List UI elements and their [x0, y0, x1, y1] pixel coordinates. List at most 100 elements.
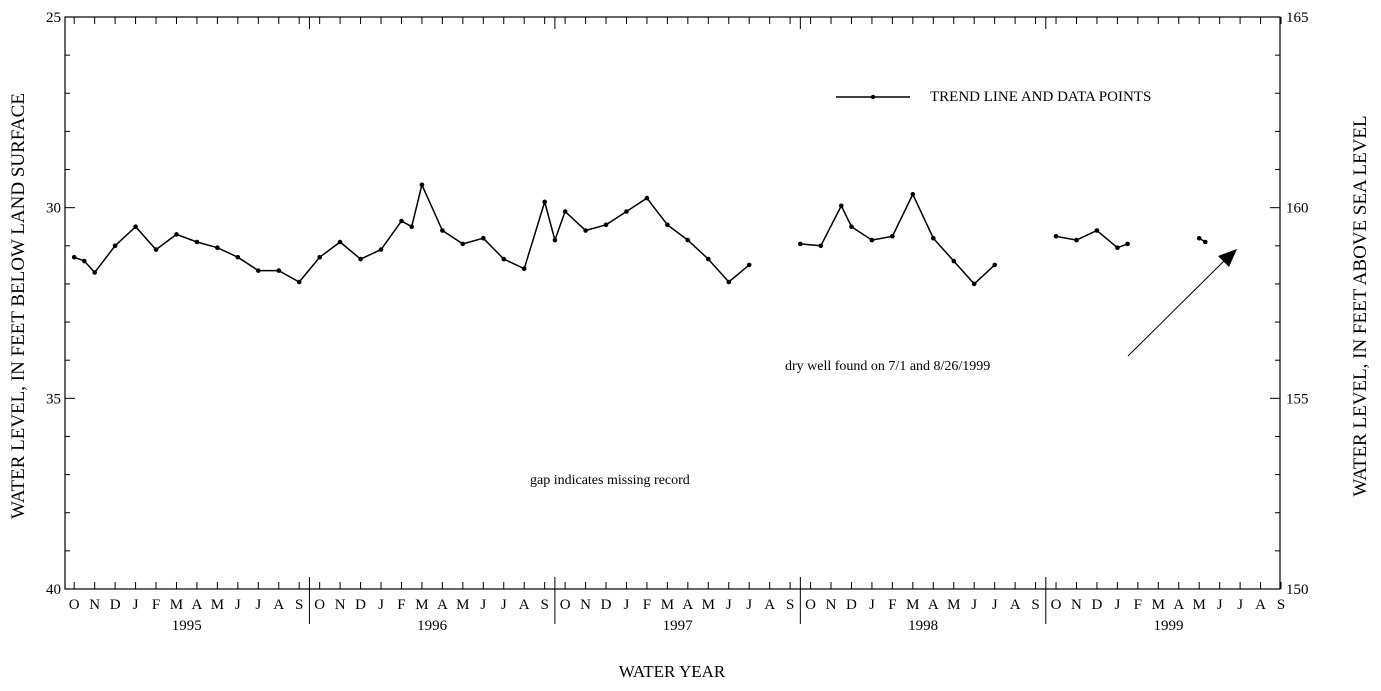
data-point	[624, 209, 629, 214]
year-label: 1995	[172, 618, 202, 634]
axis-labels: WATER LEVEL, IN FEET BELOW LAND SURFACE …	[8, 89, 1371, 681]
data-point	[1074, 237, 1079, 243]
data-point	[1196, 235, 1202, 241]
data-point	[552, 237, 558, 243]
trend-line-segment	[1055, 229, 1128, 249]
left-tick-label: 40	[46, 582, 61, 598]
month-label: D	[355, 597, 366, 613]
data-point	[194, 239, 200, 245]
month-label: J	[235, 597, 241, 613]
annotation-gap: gap indicates missing record	[530, 473, 690, 488]
month-label: A	[273, 597, 284, 613]
data-point	[971, 281, 977, 287]
data-point	[521, 266, 527, 272]
month-label: N	[826, 597, 837, 613]
data-point	[133, 224, 138, 229]
month-label: S	[1277, 597, 1285, 613]
data-point	[174, 232, 179, 237]
annotation-dry-well: dry well found on 7/1 and 8/26/1999	[785, 359, 990, 374]
month-label: J	[133, 597, 139, 613]
data-point	[665, 222, 670, 228]
month-label: S	[786, 597, 794, 613]
data-point	[399, 218, 404, 224]
month-label: M	[906, 597, 919, 613]
month-label: O	[805, 597, 816, 613]
data-point	[798, 241, 803, 247]
arrow-head	[1218, 249, 1237, 267]
year-label: 1997	[663, 618, 694, 634]
data-point	[419, 182, 425, 188]
left-tick-label: 30	[46, 201, 61, 217]
month-label: M	[1193, 597, 1206, 613]
right-tick-label: 150	[1286, 582, 1309, 598]
data-point	[255, 268, 261, 273]
month-label: J	[1114, 597, 1120, 613]
data-point	[92, 270, 97, 275]
data-point	[276, 268, 282, 273]
left-tick-label: 25	[46, 10, 61, 26]
year-label: 1998	[908, 618, 938, 634]
month-label: S	[1031, 597, 1039, 613]
month-label: D	[846, 597, 857, 613]
month-label: D	[601, 597, 612, 613]
month-label: M	[947, 597, 960, 613]
month-label: O	[1051, 597, 1062, 613]
data-point	[235, 254, 241, 260]
data-point	[317, 254, 323, 260]
data-point	[71, 254, 77, 260]
month-label: F	[888, 597, 896, 613]
month-label: O	[69, 597, 80, 613]
data-point	[296, 279, 302, 285]
month-label: J	[869, 597, 875, 613]
data-points	[71, 182, 1208, 287]
month-label: M	[456, 597, 469, 613]
data-point	[542, 199, 547, 205]
month-label: O	[560, 597, 571, 613]
month-label: J	[255, 597, 261, 613]
data-point	[1125, 241, 1130, 247]
data-point	[931, 235, 936, 241]
data-point	[82, 258, 87, 264]
data-point	[644, 195, 650, 201]
annotation-arrow	[1127, 249, 1237, 357]
month-label: A	[682, 597, 693, 613]
legend-point-sample	[870, 94, 876, 100]
month-label: D	[1092, 597, 1103, 613]
year-label: 1996	[417, 618, 448, 634]
right-tick-label: 165	[1286, 10, 1309, 26]
data-point	[562, 209, 568, 214]
data-point	[583, 228, 588, 233]
month-label: A	[764, 597, 775, 613]
data-point	[112, 243, 118, 249]
month-label: M	[661, 597, 674, 613]
month-label: M	[1152, 597, 1165, 613]
data-point	[849, 224, 854, 229]
left-tick-label: 35	[46, 391, 61, 407]
year-label: 1999	[1154, 618, 1184, 634]
data-point	[378, 247, 384, 252]
month-label: M	[415, 597, 428, 613]
data-point	[951, 258, 957, 264]
trend-line-segment	[800, 192, 996, 285]
data-point	[890, 234, 895, 239]
month-label: J	[480, 597, 486, 613]
trend-lines	[73, 182, 1206, 285]
month-label: J	[726, 597, 732, 613]
month-label: A	[437, 597, 448, 613]
plot-border	[64, 16, 1281, 590]
legend	[836, 94, 910, 100]
month-label: S	[540, 597, 548, 613]
month-label: F	[1134, 597, 1142, 613]
right-axis-label: WATER LEVEL, IN FEET ABOVE SEA LEVEL	[1350, 115, 1371, 496]
data-point	[409, 224, 415, 229]
data-point	[1094, 228, 1100, 233]
month-label: J	[378, 597, 384, 613]
data-point	[440, 228, 445, 233]
arrow-shaft	[1127, 258, 1227, 357]
month-label: J	[1217, 597, 1223, 613]
month-label: A	[192, 597, 203, 613]
month-label: A	[928, 597, 939, 613]
month-label: J	[624, 597, 630, 613]
